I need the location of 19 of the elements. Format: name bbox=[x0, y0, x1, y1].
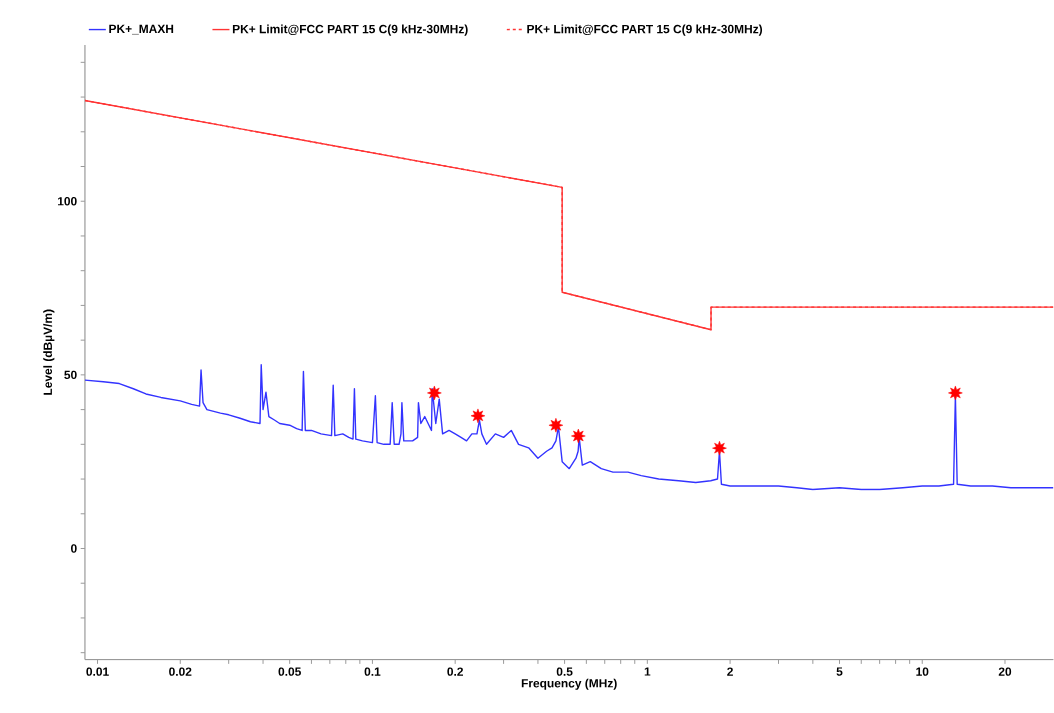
x-tick-label: 0.01 bbox=[86, 667, 109, 677]
y-tick-label: 100 bbox=[58, 197, 77, 206]
x-tick-label: 5 bbox=[836, 667, 843, 676]
legend-label: PK+ Limit@FCC PART 15 C(9 kHz-30MHz) bbox=[527, 24, 763, 36]
x-tick-label: 0.2 bbox=[447, 667, 464, 677]
x-tick-label: 0.1 bbox=[364, 667, 381, 677]
legend-label: PK+ Limit@FCC PART 15 C(9 kHz-30MHz) bbox=[232, 24, 468, 36]
legend-label: PK+_MAXH bbox=[109, 24, 174, 35]
y-tick-label: 0 bbox=[71, 544, 77, 553]
x-tick-label: 20 bbox=[998, 667, 1012, 677]
x-tick-label: 0.05 bbox=[278, 667, 301, 677]
y-axis-title: Level (dBµV/m) bbox=[43, 309, 55, 395]
x-axis-title: Frequency (MHz) bbox=[521, 678, 617, 691]
x-tick-label: 0.5 bbox=[556, 667, 573, 677]
x-tick-label: 0.02 bbox=[169, 667, 192, 677]
x-tick-label: 1 bbox=[644, 667, 651, 676]
x-tick-label: 2 bbox=[727, 667, 733, 676]
y-tick-label: 50 bbox=[64, 370, 77, 380]
x-tick-label: 10 bbox=[916, 667, 929, 677]
